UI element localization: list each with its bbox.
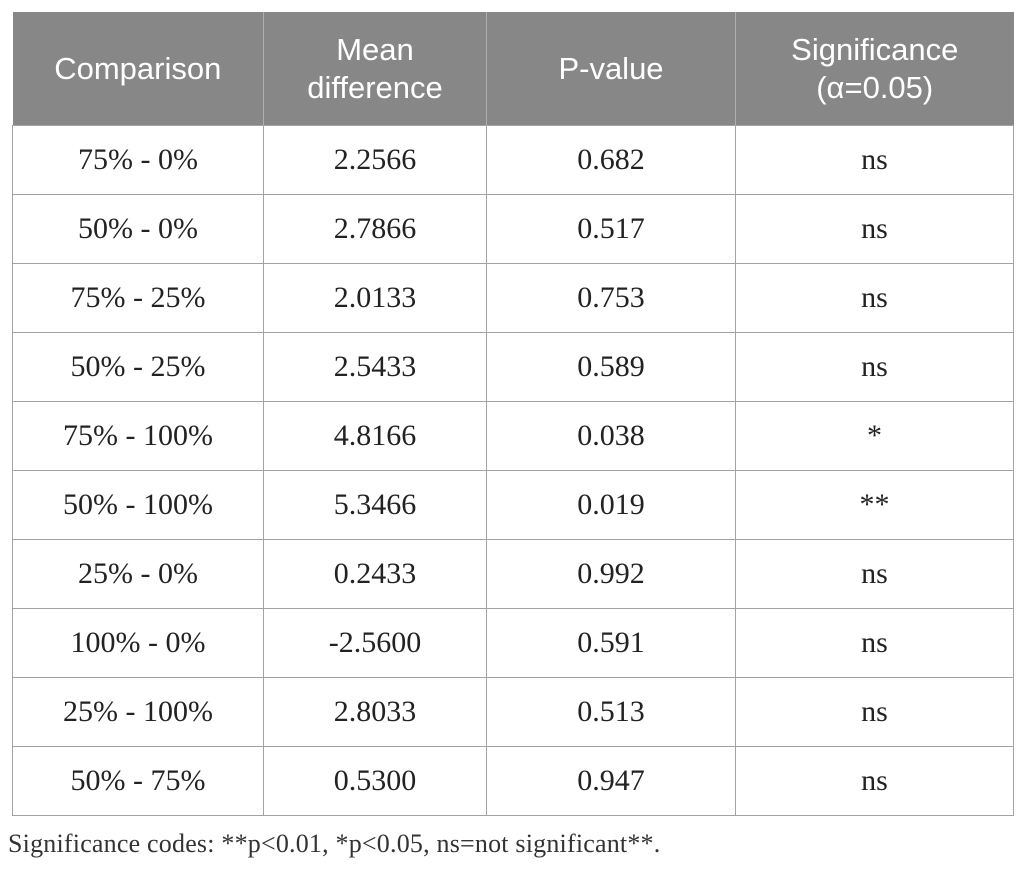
cell-comparison: 50% - 75% <box>12 746 264 816</box>
cell-significance: * <box>735 401 1014 471</box>
table-row: 50% - 75% 0.5300 0.947 ns <box>12 746 1014 816</box>
cell-significance: ns <box>735 125 1014 195</box>
header-p-value: P-value <box>486 12 736 126</box>
cell-mean-difference: 0.5300 <box>263 746 487 816</box>
table-row: 25% - 100% 2.8033 0.513 ns <box>12 677 1014 747</box>
cell-comparison: 100% - 0% <box>12 608 264 678</box>
cell-significance: ns <box>735 677 1014 747</box>
table-footnote: Significance codes: **p<0.01, *p<0.05, n… <box>8 829 661 858</box>
cell-mean-difference: 2.0133 <box>263 263 487 333</box>
cell-p-value: 0.591 <box>486 608 736 678</box>
table-header: Comparison Mean difference P-value Signi… <box>12 12 1014 126</box>
cell-p-value: 0.947 <box>486 746 736 816</box>
header-significance: Significance (α=0.05) <box>735 12 1014 126</box>
cell-p-value: 0.038 <box>486 401 736 471</box>
cell-mean-difference: 2.7866 <box>263 194 487 264</box>
cell-mean-difference: 5.3466 <box>263 470 487 540</box>
table-row: 75% - 25% 2.0133 0.753 ns <box>12 263 1014 333</box>
cell-p-value: 0.992 <box>486 539 736 609</box>
cell-comparison: 50% - 25% <box>12 332 264 402</box>
cell-p-value: 0.019 <box>486 470 736 540</box>
cell-significance: ns <box>735 608 1014 678</box>
significance-table: Comparison Mean difference P-value Signi… <box>12 12 1014 816</box>
table-row: 50% - 100% 5.3466 0.019 ** <box>12 470 1014 540</box>
cell-comparison: 25% - 100% <box>12 677 264 747</box>
header-mean-difference: Mean difference <box>263 12 487 126</box>
cell-comparison: 50% - 100% <box>12 470 264 540</box>
table-row: 100% - 0% -2.5600 0.591 ns <box>12 608 1014 678</box>
table-row: 75% - 0% 2.2566 0.682 ns <box>12 125 1014 195</box>
cell-significance: ns <box>735 263 1014 333</box>
cell-significance: ns <box>735 539 1014 609</box>
cell-p-value: 0.589 <box>486 332 736 402</box>
cell-comparison: 50% - 0% <box>12 194 264 264</box>
cell-comparison: 75% - 25% <box>12 263 264 333</box>
cell-mean-difference: 4.8166 <box>263 401 487 471</box>
table-row: 50% - 0% 2.7866 0.517 ns <box>12 194 1014 264</box>
cell-mean-difference: 2.5433 <box>263 332 487 402</box>
cell-significance: ns <box>735 746 1014 816</box>
header-comparison: Comparison <box>12 12 264 126</box>
cell-comparison: 25% - 0% <box>12 539 264 609</box>
cell-comparison: 75% - 100% <box>12 401 264 471</box>
table-header-row: Comparison Mean difference P-value Signi… <box>12 12 1014 126</box>
cell-p-value: 0.753 <box>486 263 736 333</box>
table-row: 75% - 100% 4.8166 0.038 * <box>12 401 1014 471</box>
cell-significance: ns <box>735 194 1014 264</box>
table-row: 50% - 25% 2.5433 0.589 ns <box>12 332 1014 402</box>
cell-mean-difference: -2.5600 <box>263 608 487 678</box>
cell-significance: ns <box>735 332 1014 402</box>
cell-mean-difference: 0.2433 <box>263 539 487 609</box>
cell-comparison: 75% - 0% <box>12 125 264 195</box>
cell-p-value: 0.682 <box>486 125 736 195</box>
table-row: 25% - 0% 0.2433 0.992 ns <box>12 539 1014 609</box>
table-body: 75% - 0% 2.2566 0.682 ns 50% - 0% 2.7866 0.517… <box>12 125 1014 816</box>
cell-significance: ** <box>735 470 1014 540</box>
cell-p-value: 0.513 <box>486 677 736 747</box>
cell-mean-difference: 2.2566 <box>263 125 487 195</box>
cell-mean-difference: 2.8033 <box>263 677 487 747</box>
cell-p-value: 0.517 <box>486 194 736 264</box>
